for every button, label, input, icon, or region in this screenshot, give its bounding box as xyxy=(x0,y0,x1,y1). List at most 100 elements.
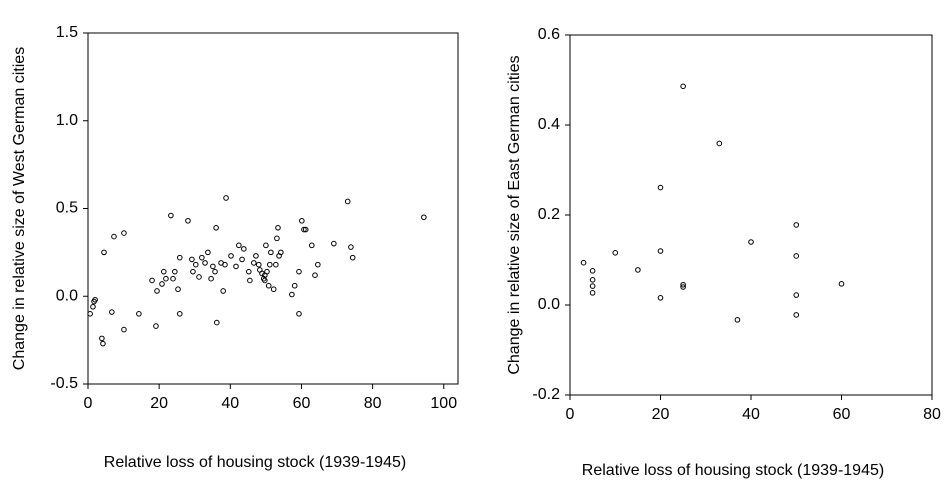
point xyxy=(253,253,259,259)
point xyxy=(657,248,664,254)
x-tick-label: 20 xyxy=(150,395,168,412)
point xyxy=(838,281,845,287)
point xyxy=(299,217,305,224)
point xyxy=(734,317,741,323)
x-tick-label: 0 xyxy=(566,406,575,423)
point xyxy=(163,275,169,282)
point xyxy=(331,240,337,247)
point xyxy=(716,140,723,147)
point xyxy=(190,268,196,275)
point xyxy=(274,235,280,242)
point xyxy=(101,249,107,256)
point xyxy=(228,253,234,259)
point xyxy=(90,303,96,310)
plot-frame xyxy=(569,34,933,396)
point xyxy=(793,222,800,228)
point xyxy=(748,239,754,245)
point xyxy=(246,268,252,275)
point xyxy=(111,233,117,240)
point xyxy=(213,319,220,326)
point xyxy=(635,267,641,273)
y-tick-label: 0.2 xyxy=(538,206,560,223)
point xyxy=(176,311,183,317)
point xyxy=(175,286,181,293)
point xyxy=(176,254,183,261)
point xyxy=(121,230,127,236)
point xyxy=(680,281,686,288)
point xyxy=(348,244,354,250)
x-tick-label: 80 xyxy=(364,395,382,412)
point xyxy=(99,335,105,342)
y-tick-label: 0.0 xyxy=(538,296,560,313)
point xyxy=(589,268,596,274)
point xyxy=(168,212,174,219)
point xyxy=(192,261,199,268)
point xyxy=(344,198,351,205)
y-tick-label: 1.5 xyxy=(56,24,78,41)
point xyxy=(289,291,295,298)
y-tick-label: 0.4 xyxy=(538,116,560,133)
point xyxy=(212,268,218,275)
point xyxy=(159,281,165,287)
point xyxy=(202,260,208,266)
point xyxy=(255,261,262,268)
point xyxy=(657,295,664,301)
point xyxy=(153,323,159,329)
x-axis-label: Relative loss of housing stock (1939-194… xyxy=(104,454,406,471)
point xyxy=(589,283,596,289)
point xyxy=(223,195,229,201)
point xyxy=(241,246,247,252)
point xyxy=(262,277,268,284)
point xyxy=(349,254,356,261)
point xyxy=(263,242,269,249)
point xyxy=(222,261,228,268)
point xyxy=(589,277,596,283)
x-tick-label: 100 xyxy=(430,395,457,412)
point xyxy=(612,250,619,256)
point xyxy=(421,214,427,221)
x-tick-label: 40 xyxy=(742,406,760,423)
point xyxy=(302,226,309,233)
y-axis-label: Change in relative size of East German c… xyxy=(506,55,523,374)
point xyxy=(213,225,219,231)
x-tick-label: 40 xyxy=(221,395,239,412)
point xyxy=(680,284,686,290)
point xyxy=(680,83,686,90)
x-tick-label: 60 xyxy=(293,395,311,412)
point xyxy=(793,292,800,298)
x-tick-label: 60 xyxy=(833,406,851,423)
point xyxy=(239,256,245,263)
plot-frame xyxy=(87,32,459,385)
point xyxy=(185,217,191,224)
point xyxy=(208,275,214,282)
point xyxy=(270,286,277,293)
point xyxy=(100,340,106,347)
y-tick-label: -0.2 xyxy=(532,386,560,403)
point xyxy=(291,282,298,289)
point xyxy=(149,277,155,284)
point xyxy=(236,242,242,249)
point xyxy=(170,275,176,282)
y-tick-label: -0.5 xyxy=(50,375,78,392)
point xyxy=(92,296,98,303)
y-tick-label: 0.5 xyxy=(56,200,78,217)
point xyxy=(247,277,253,284)
x-tick-label: 20 xyxy=(652,406,670,423)
point xyxy=(87,311,93,317)
point xyxy=(793,253,800,259)
point xyxy=(312,272,318,278)
point xyxy=(308,242,315,249)
point xyxy=(657,184,664,191)
point xyxy=(196,274,202,280)
point xyxy=(296,311,302,317)
point xyxy=(250,260,257,266)
y-tick-label: 0.6 xyxy=(538,26,560,43)
point xyxy=(189,256,195,263)
x-axis-label: Relative loss of housing stock (1939-194… xyxy=(582,462,884,479)
point xyxy=(136,311,142,317)
point xyxy=(121,326,127,333)
point xyxy=(793,312,800,318)
point xyxy=(264,268,270,275)
x-tick-label: 80 xyxy=(923,406,941,423)
